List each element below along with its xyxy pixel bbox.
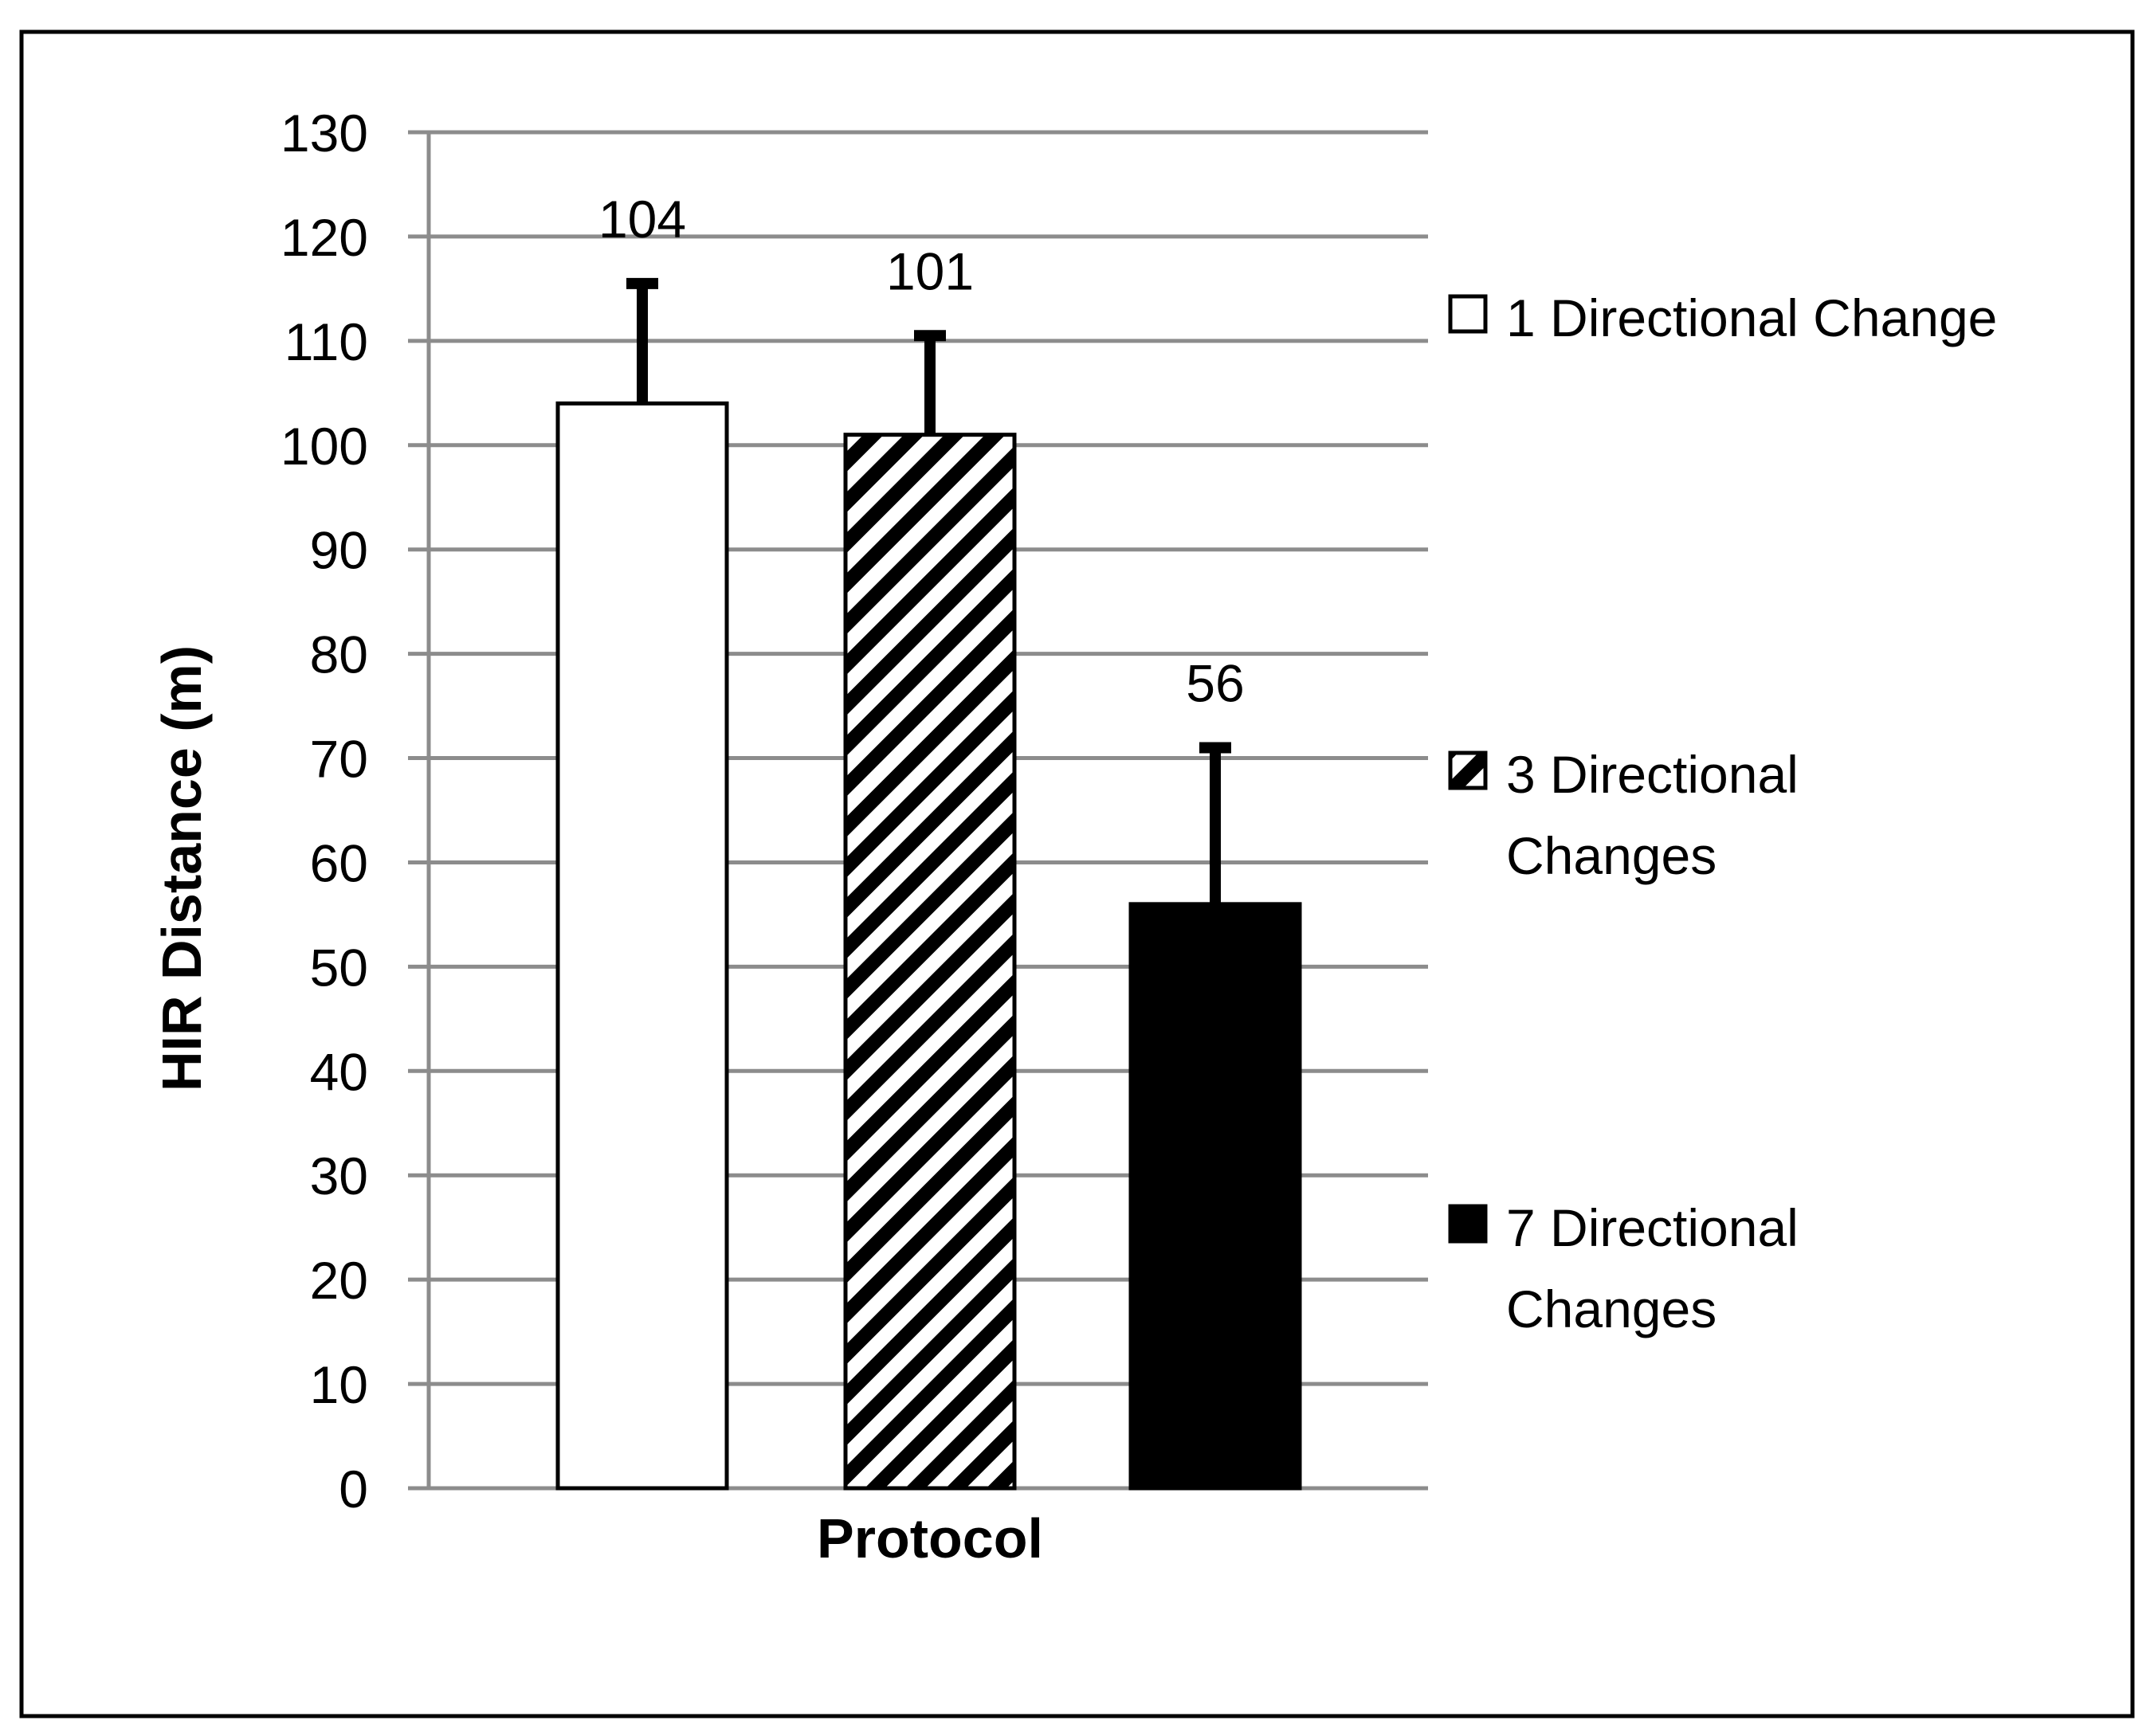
legend-label-3: Changes	[1506, 1279, 1717, 1338]
legend-label-1: 1 Directional Change	[1506, 288, 1997, 347]
y-tick-label: 70	[310, 730, 368, 789]
y-tick-label: 110	[284, 312, 368, 371]
chart-frame	[19, 29, 2135, 1718]
legend-swatch-1	[1448, 294, 1488, 334]
x-axis-title: Protocol	[817, 1507, 1043, 1569]
y-tick-label: 120	[281, 208, 368, 267]
bar-3	[1128, 902, 1302, 1491]
y-tick-label: 50	[310, 938, 368, 997]
data-label-3: 56	[1186, 653, 1244, 712]
y-tick-label: 130	[281, 104, 368, 163]
bar-2	[843, 433, 1017, 1491]
legend-label-2: Changes	[1506, 826, 1717, 885]
legend-swatch-3	[1448, 1204, 1488, 1244]
y-tick-label: 0	[339, 1460, 368, 1519]
data-label-1: 104	[598, 190, 686, 249]
bar-1	[555, 401, 729, 1491]
y-tick-label: 20	[310, 1251, 368, 1310]
data-labels: 104 101 56	[598, 190, 1245, 713]
y-tick-labels: 0 10 20 30 40 50 60 70 80 90 100 110 120 130	[281, 104, 368, 1519]
error-bars	[626, 277, 1231, 904]
legend-label-3: 7 Directional	[1506, 1198, 1799, 1257]
y-tick-label: 40	[310, 1042, 368, 1101]
legend: 1 Directional Change 3 Directional Changes…	[1448, 288, 1997, 1338]
y-tick-label: 100	[281, 417, 368, 476]
legend-swatch-2	[1448, 750, 1488, 790]
y-tick-label: 10	[310, 1355, 368, 1414]
legend-label-2: 3 Directional	[1506, 745, 1799, 804]
bars	[555, 401, 1302, 1491]
y-axis-title: HIR Distance (m)	[151, 645, 213, 1091]
y-tick-label: 90	[310, 521, 368, 580]
data-label-2: 101	[886, 241, 974, 300]
y-tick-label: 80	[310, 625, 368, 684]
y-tick-label: 30	[310, 1146, 368, 1205]
y-tick-label: 60	[310, 833, 368, 892]
